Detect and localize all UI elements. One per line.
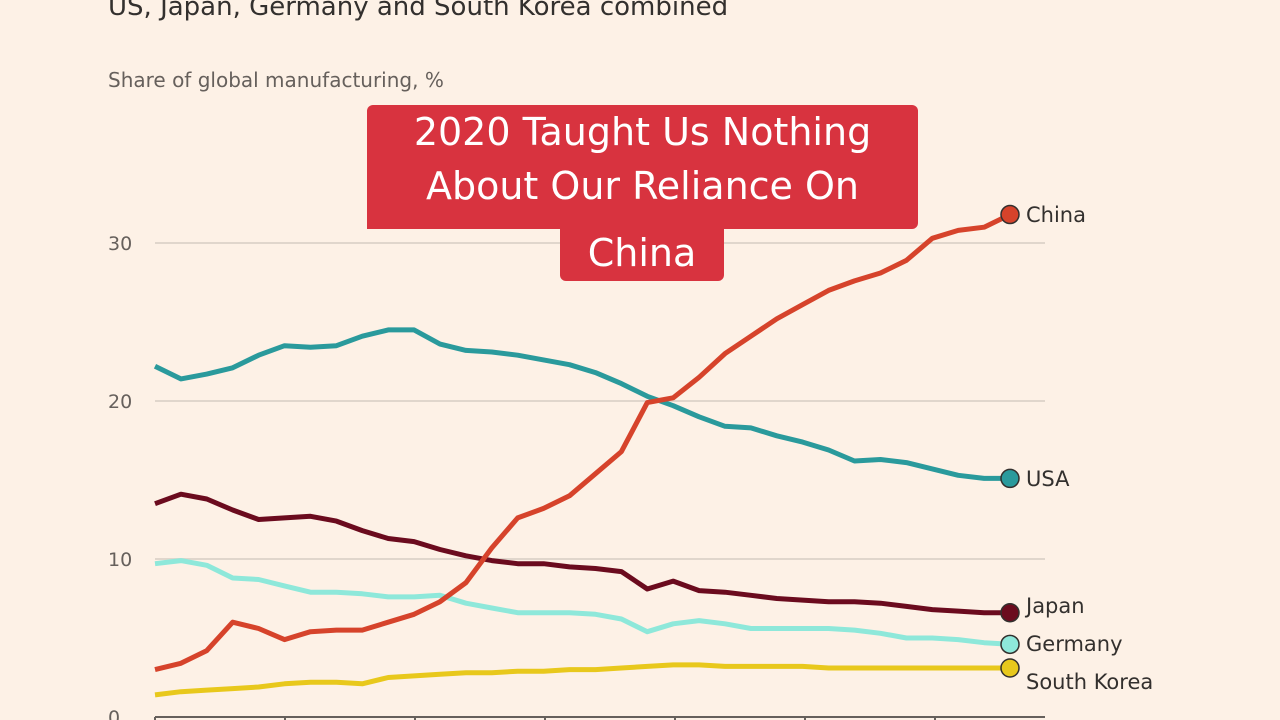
series-label: China [1026, 203, 1086, 227]
series-end-marker [1000, 204, 1020, 225]
series-line-usa [153, 327, 1010, 481]
y-axis-label: Share of global manufacturing, % [108, 68, 444, 92]
y-tick-label: 0 [108, 707, 120, 720]
series-end-marker [1000, 634, 1020, 655]
series-label: South Korea [1026, 670, 1153, 694]
series-line-germany [154, 558, 1011, 647]
series-end-marker [1000, 658, 1020, 678]
series-end-marker [1000, 602, 1020, 623]
overlay-line-2: About Our Reliance On [425, 164, 860, 208]
series-line-japan [154, 491, 1010, 616]
series-label: Germany [1026, 632, 1123, 656]
overlay-caption: 2020 Taught Us Nothing About Our Relianc… [367, 105, 918, 229]
y-tick-label: 20 [108, 391, 132, 413]
series-line-south-korea [154, 662, 1010, 698]
series-end-marker [1000, 468, 1020, 489]
series-label: USA [1026, 467, 1070, 491]
y-tick-label: 30 [108, 233, 132, 255]
y-tick-label: 10 [108, 549, 132, 571]
series-line-china [154, 212, 1012, 673]
series-label: Japan [1024, 594, 1085, 618]
overlay-line-3: China [587, 231, 697, 275]
overlay-line-1: 2020 Taught Us Nothing [413, 110, 872, 154]
overlay-caption-tail: China [560, 226, 724, 281]
chart-title: US, Japan, Germany and South Korea combi… [108, 0, 729, 22]
